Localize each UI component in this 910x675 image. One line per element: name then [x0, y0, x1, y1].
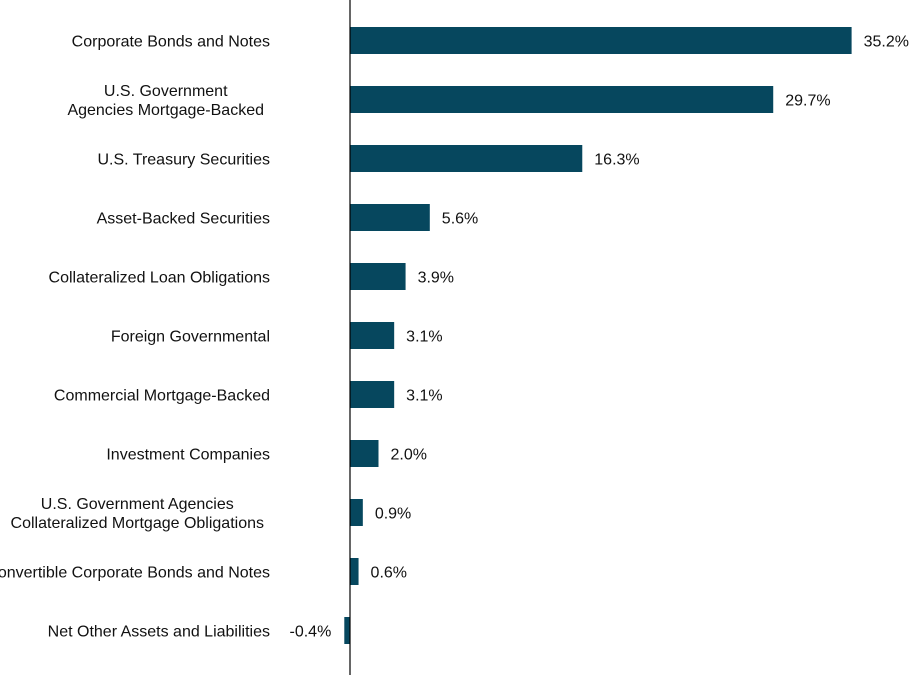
category-label-line: Convertible Corporate Bonds and Notes	[0, 565, 270, 582]
bar	[350, 440, 379, 467]
value-label: 2.0%	[391, 447, 427, 464]
bar	[350, 558, 359, 585]
category-label: U.S. Government Agencies Collateralized M…	[11, 496, 264, 532]
bar	[350, 499, 363, 526]
value-labels-group: 35.2% 29.7% 16.3% 5.6% 3.9% 3.1% 3.1% 2.0% 0.9% 0…	[290, 34, 909, 641]
category-labels-group: Corporate Bonds and Notes U.S. Government…	[0, 34, 270, 641]
bar	[344, 617, 350, 644]
category-label-line: Collateralized Loan Obligations	[49, 270, 270, 287]
category-label-line: Asset-Backed Securities	[97, 211, 270, 228]
value-label: -0.4%	[290, 624, 332, 641]
category-label-line: Commercial Mortgage-Backed	[54, 388, 270, 405]
category-label-line: U.S. Government	[104, 83, 228, 100]
category-label: Convertible Corporate Bonds and Notes	[0, 565, 270, 582]
value-label: 3.1%	[406, 329, 442, 346]
value-label: 3.1%	[406, 388, 442, 405]
category-label: Foreign Governmental	[111, 329, 270, 346]
value-label: 3.9%	[418, 270, 454, 287]
value-label: 0.9%	[375, 506, 411, 523]
value-label: 29.7%	[785, 93, 830, 110]
value-label: 5.6%	[442, 211, 478, 228]
category-label: U.S. Government Agencies Mortgage-Backed	[67, 83, 264, 119]
category-label-line: U.S. Treasury Securities	[98, 152, 271, 169]
bar	[350, 322, 395, 349]
bar	[350, 145, 583, 172]
category-label: Collateralized Loan Obligations	[49, 270, 270, 287]
bar	[350, 263, 406, 290]
bars-group	[344, 27, 852, 644]
value-label: 0.6%	[371, 565, 407, 582]
category-label: Corporate Bonds and Notes	[72, 34, 270, 51]
value-label: 16.3%	[594, 152, 639, 169]
category-label-line: Investment Companies	[106, 447, 270, 464]
category-label: Asset-Backed Securities	[97, 211, 270, 228]
category-label: Net Other Assets and Liabilities	[48, 624, 270, 641]
category-label-line: U.S. Government Agencies	[41, 496, 234, 513]
category-label-line: Agencies Mortgage-Backed	[67, 102, 264, 119]
category-label-line: Collateralized Mortgage Obligations	[11, 515, 264, 532]
bar	[350, 86, 774, 113]
category-label: U.S. Treasury Securities	[98, 152, 271, 169]
category-label-line: Foreign Governmental	[111, 329, 270, 346]
category-label-line: Net Other Assets and Liabilities	[48, 624, 270, 641]
bar	[350, 204, 430, 231]
bar	[350, 27, 852, 54]
category-label: Investment Companies	[106, 447, 270, 464]
category-label: Commercial Mortgage-Backed	[54, 388, 270, 405]
bar	[350, 381, 395, 408]
value-label: 35.2%	[864, 34, 909, 51]
category-label-line: Corporate Bonds and Notes	[72, 34, 270, 51]
